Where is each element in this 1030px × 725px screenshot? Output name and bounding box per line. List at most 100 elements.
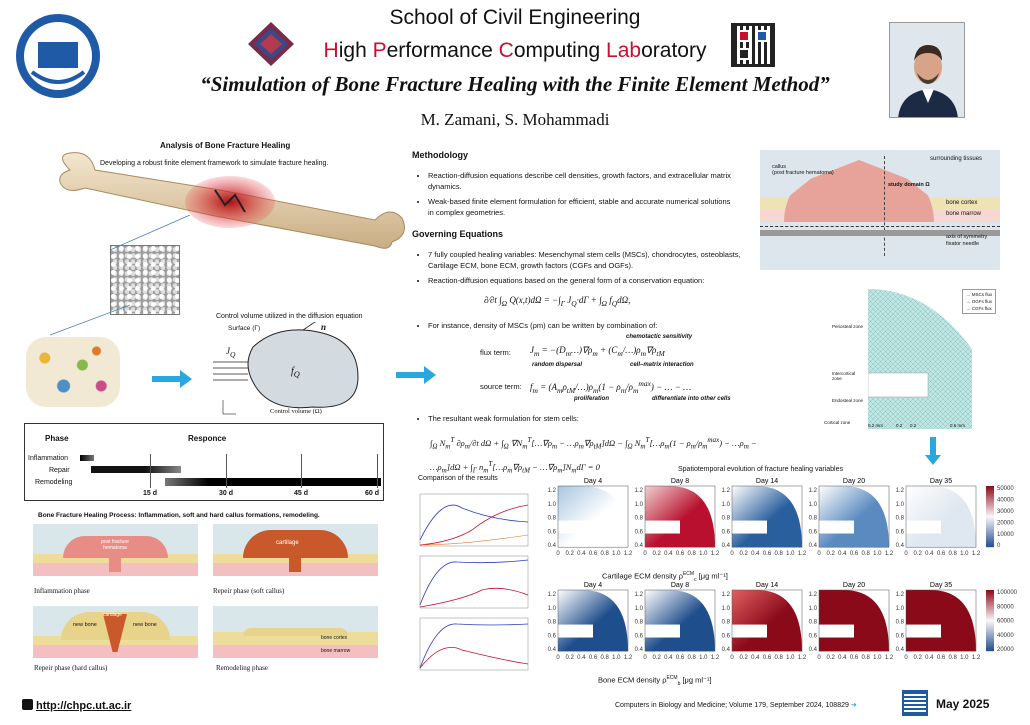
heatmap-x-tick: 1.2 [711,551,720,557]
university-logo [14,12,102,100]
heatmap-y-tick: 1.2 [722,488,731,494]
lab-name-rest-1: igh [338,39,373,62]
heatmap-x-tick: 0.6 [763,551,772,557]
comparison-heading: Comparison of the results [418,475,498,482]
hematoma-label: post fracture hematoma [101,539,129,551]
heatmap-frame [731,589,803,652]
caption-remodeling: Remodeling phase [216,664,268,672]
author-photo [889,22,965,118]
governing-list-top: 7 fully coupled healing variables: Mesen… [414,249,744,290]
heatmap-x-tick: 0.8 [774,655,783,661]
lab-name-cap-4: Lab [606,39,642,62]
heatmap-x-tick: 0 [556,655,560,661]
heatmap-x-tick: 0.6 [850,655,859,661]
heatmap-y-tick: 0.6 [635,529,644,535]
heatmap-day-title: Day 8 [671,478,689,485]
heatmap-frame [557,485,629,548]
legend-ogf: → OGFs flux [966,299,993,304]
legend-msc: → MSCs flux [966,292,993,297]
proliferation-note: proliferation [574,396,610,402]
governing-list-mid: For instance, density of MSCs (ρm) can b… [414,320,744,335]
heatmap-x-tick: 1.0 [960,551,969,557]
qr-code-top[interactable] [731,23,775,67]
colorbar-tick: 50000 [997,486,1014,492]
source-fq-label: fQ [291,366,300,379]
lab-name-rest-4: oratory [641,39,707,62]
arrow-right-icon: ➜ [850,702,857,709]
heatmap-x-tick: 0 [556,551,560,557]
caption-inflammation: Inflammation phase [34,587,90,595]
heatmap-y-tick: 1.0 [896,502,905,508]
footer-url[interactable]: http://chpc.ut.ac.ir [22,699,131,712]
heatmap-x-tick: 0.2 [739,655,748,661]
weak-form-equation: ∫Ω NmT ∂ρm/∂t dΩ + ∫Ω ∇NmT[…∇ρm − …ρm∇ρt… [430,436,757,475]
new-bone-right: new bone [133,622,157,628]
heatmap-x-tick: 0.2 [913,655,922,661]
row1-axis-label: Cartilage ECM density ρECMc [μg ml⁻¹] [602,571,728,583]
heatmap-x-tick: 0 [643,655,647,661]
heatmap-cortex-gap [819,520,854,534]
heatmap-field [645,590,715,652]
heatmap-x-tick: 0.6 [850,551,859,557]
heatmap-colorbar [986,590,994,652]
heatmap-y-tick: 0.8 [896,516,905,522]
marrow-label-remodel: bone marrow [321,648,351,654]
source-fq-text: f [291,366,294,377]
authors: M. Zamani, S. Mohammadi [420,110,610,129]
poster-title: “Simulation of Bone Fracture Healing wit… [200,72,830,96]
source-equation: fm = (AmρtM/…)ρm(1 − ρm/ρmmax) − … − … [530,379,692,395]
lab-name-rest-3: omputing [513,39,607,62]
heatmap-day-title: Day 4 [584,582,602,589]
heatmap-x-tick: 1.2 [624,551,633,557]
heatmap-y-tick: 1.2 [722,592,731,598]
heatmap-x-tick: 1.0 [960,655,969,661]
heatmap-field [819,486,889,548]
heatmap-cortex-gap [558,624,593,638]
callus-schematic: surrounding tissues callus (post fractur… [760,150,1000,270]
heatmap-x-tick: 1.2 [798,551,807,557]
heatmap-x-tick: 1.0 [612,551,621,557]
heatmap-frame [644,589,716,652]
footer-url-text: http://chpc.ut.ac.ir [36,700,132,712]
heatmap-x-tick: 0.6 [763,655,772,661]
differentiate-note: differentiate into other cells [652,396,731,402]
heatmap-x-tick: 0.8 [948,655,957,661]
heatmap-day-title: Day 14 [756,582,778,589]
heatmap-x-tick: 1.0 [873,655,882,661]
heatmap-frame [818,485,890,548]
heatmap-frame [905,589,977,652]
heatmap-y-tick: 0.6 [809,633,818,639]
comparison-plots [419,493,529,671]
heatmap-x-tick: 1.0 [699,655,708,661]
heatmap-y-tick: 0.8 [635,620,644,626]
heatmap-x-tick: 0 [904,551,908,557]
comparison-plot-2 [419,555,529,609]
heatmap-y-tick: 0.6 [722,529,731,535]
heatmap-y-tick: 0.4 [809,543,818,549]
heatmap-x-tick: 0.4 [751,655,760,661]
phase-row-inflammation: Inflammation [28,455,69,462]
heatmap-y-tick: 0.6 [896,633,905,639]
qr-code-bottom[interactable] [902,690,928,716]
heatmap-field [558,486,628,548]
heatmap-cortex-gap [906,520,941,534]
heatmap-x-tick: 1.2 [711,655,720,661]
heatmap-y-tick: 0.4 [548,647,557,653]
heatmap-x-tick: 0.4 [577,551,586,557]
heatmap-x-tick: 1.2 [972,551,981,557]
heatmap-x-tick: 1.0 [699,551,708,557]
process-panel-inflammation: post fracture hematoma [33,524,198,576]
heatmap-x-tick: 1.2 [885,655,894,661]
phase-row-repair: Repair [49,467,70,474]
zone-periosteal: Periosteal zone [832,324,864,329]
cortex-label-remodel: bone cortex [321,635,348,641]
heatmap-y-tick: 0.4 [548,543,557,549]
heatmap-y-tick: 0.8 [722,620,731,626]
spatiotemporal-heading: Spatiotemporal evolution of fracture hea… [678,466,843,473]
phase-row-remodeling: Remodeling [35,479,73,486]
heatmap-frame [731,485,803,548]
lab-name-cap-1: H [323,39,339,62]
heatmap-y-tick: 1.2 [635,592,644,598]
analysis-heading: Analysis of Bone Fracture Healing [160,141,291,150]
heatmap-x-tick: 0.8 [948,551,957,557]
